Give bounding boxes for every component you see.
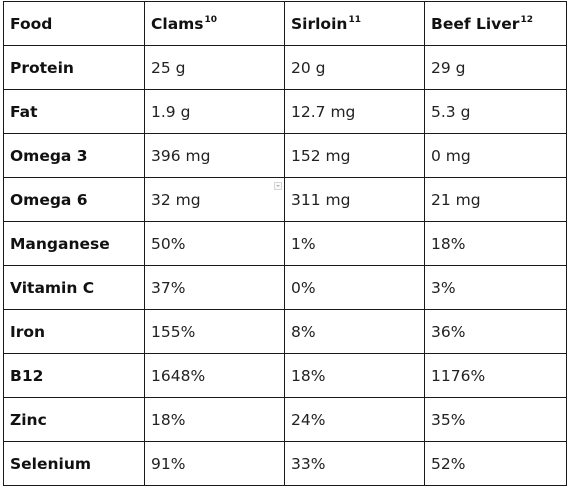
cell-beef-liver: 1176% xyxy=(424,353,567,398)
row-label-omega-3: Omega 3 xyxy=(3,133,145,178)
cell-beef-liver: 35% xyxy=(424,397,567,442)
table-row: Omega 6 32 mg 311 mg 21 mg xyxy=(3,177,567,222)
cell-clams: 1648% xyxy=(144,353,285,398)
cell-sirloin: 18% xyxy=(284,353,425,398)
header-food: Food xyxy=(3,1,145,46)
cell-beef-liver: 3% xyxy=(424,265,567,310)
row-label-vitamin-c: Vitamin C xyxy=(3,265,145,310)
row-label-selenium: Selenium xyxy=(3,441,145,486)
row-label-fat: Fat xyxy=(3,89,145,134)
table-row: Vitamin C 37% 0% 3% xyxy=(3,265,567,310)
cell-sirloin: 8% xyxy=(284,309,425,354)
cell-clams: 18% xyxy=(144,397,285,442)
row-label-iron: Iron xyxy=(3,309,145,354)
cell-clams: 50% xyxy=(144,221,285,266)
row-label-zinc: Zinc xyxy=(3,397,145,442)
nutrition-comparison-table: Food Clams10 Sirloin11 Beef Liver12 Prot… xyxy=(3,1,567,486)
table-row: Iron 155% 8% 36% xyxy=(3,309,567,354)
cell-clams: 1.9 g xyxy=(144,89,285,134)
table-row: Fat 1.9 g 12.7 mg 5.3 g xyxy=(3,89,567,134)
header-label: Food xyxy=(10,14,53,33)
cell-beef-liver: 29 g xyxy=(424,45,567,90)
cell-sirloin: 12.7 mg xyxy=(284,89,425,134)
cell-clams: 91% xyxy=(144,441,285,486)
cell-value: 32 mg xyxy=(151,190,201,209)
header-label: Beef Liver xyxy=(431,14,520,33)
cell-beef-liver: 52% xyxy=(424,441,567,486)
table-row: Zinc 18% 24% 35% xyxy=(3,397,567,442)
table-row: Protein 25 g 20 g 29 g xyxy=(3,45,567,90)
row-label-omega-6: Omega 6 xyxy=(3,177,145,222)
row-label-b12: B12 xyxy=(3,353,145,398)
cell-sirloin: 24% xyxy=(284,397,425,442)
row-label-manganese: Manganese xyxy=(3,221,145,266)
cell-sirloin: 311 mg xyxy=(284,177,425,222)
cell-sirloin: 33% xyxy=(284,441,425,486)
cell-beef-liver: 21 mg xyxy=(424,177,567,222)
cell-beef-liver: 5.3 g xyxy=(424,89,567,134)
table-row: B12 1648% 18% 1176% xyxy=(3,353,567,398)
header-clams: Clams10 xyxy=(144,1,285,46)
cell-clams: 155% xyxy=(144,309,285,354)
cell-sirloin: 1% xyxy=(284,221,425,266)
cell-sirloin: 0% xyxy=(284,265,425,310)
header-beef-liver: Beef Liver12 xyxy=(424,1,567,46)
table-row: Manganese 50% 1% 18% xyxy=(3,221,567,266)
table-row: Selenium 91% 33% 52% xyxy=(3,441,567,486)
header-sirloin: Sirloin11 xyxy=(284,1,425,46)
cell-sirloin: 152 mg xyxy=(284,133,425,178)
header-label: Clams xyxy=(151,14,204,33)
cell-clams: 37% xyxy=(144,265,285,310)
footnote-ref[interactable]: 10 xyxy=(204,15,218,26)
cell-beef-liver: 18% xyxy=(424,221,567,266)
cell-beef-liver: 36% xyxy=(424,309,567,354)
dropdown-arrow-icon xyxy=(274,182,282,190)
cell-beef-liver: 0 mg xyxy=(424,133,567,178)
table-row: Omega 3 396 mg 152 mg 0 mg xyxy=(3,133,567,178)
header-label: Sirloin xyxy=(291,14,348,33)
header-row: Food Clams10 Sirloin11 Beef Liver12 xyxy=(3,1,567,46)
row-label-protein: Protein xyxy=(3,45,145,90)
footnote-ref[interactable]: 12 xyxy=(520,15,533,26)
cell-clams: 25 g xyxy=(144,45,285,90)
cell-sirloin: 20 g xyxy=(284,45,425,90)
cell-clams: 396 mg xyxy=(144,133,285,178)
cell-clams: 32 mg xyxy=(144,177,285,222)
footnote-ref[interactable]: 11 xyxy=(348,15,361,26)
